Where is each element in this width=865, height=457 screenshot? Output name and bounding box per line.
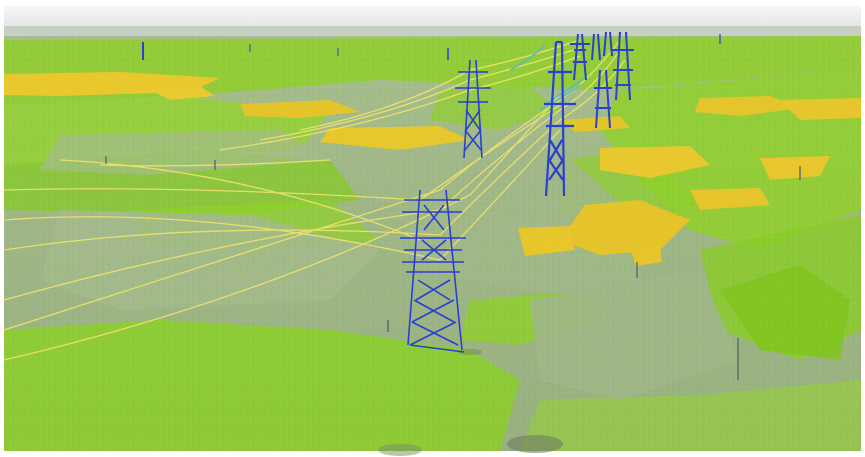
mid-tower: [455, 59, 491, 159]
power-line-conductors: [3, 39, 626, 361]
near-conductor-highlights: [509, 44, 586, 111]
tower-right: [544, 40, 576, 197]
crop-texture: [4, 36, 861, 451]
far-tower-cluster: [570, 31, 634, 129]
distant-towers: [142, 34, 721, 60]
utility-poles: [105, 156, 801, 380]
tower-foreground: [400, 189, 466, 353]
ground-shadows: [378, 349, 563, 456]
